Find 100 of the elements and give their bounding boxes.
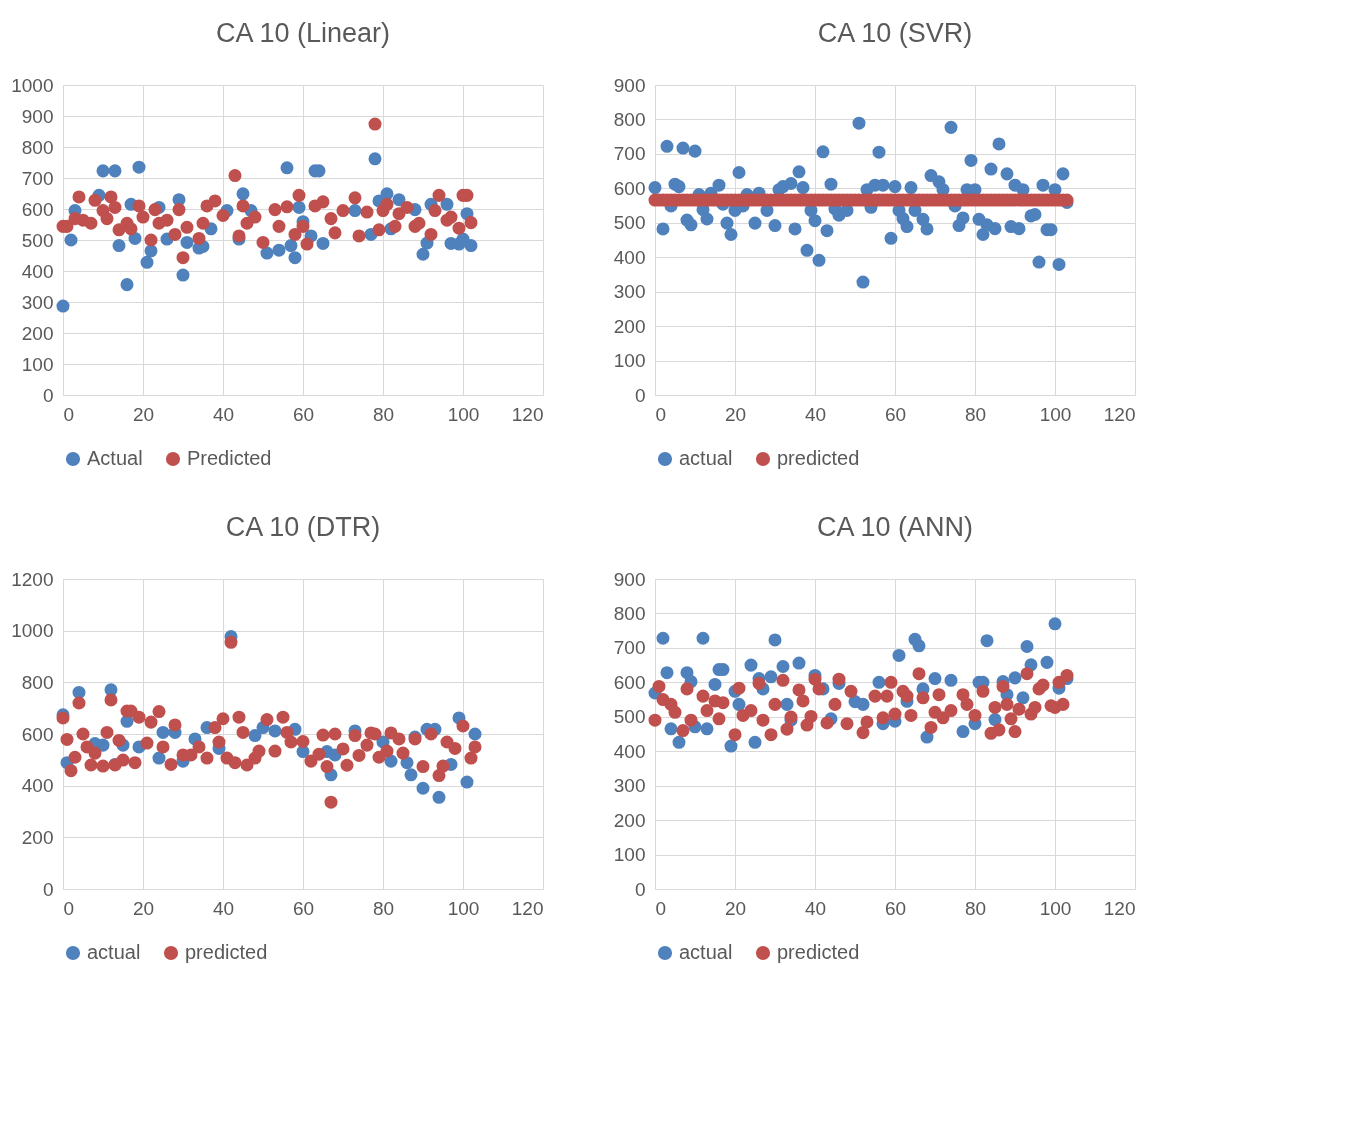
y-tick-label: 300 [21, 291, 54, 313]
point [1040, 655, 1054, 669]
y-tick-label: 500 [613, 212, 646, 234]
point [392, 193, 406, 207]
legend-label: actual [87, 941, 141, 963]
y-tick-label: 300 [613, 281, 646, 303]
legend-label: Predicted [187, 447, 272, 469]
point [140, 255, 154, 269]
y-tick-label: 800 [613, 108, 646, 130]
x-tick-label: 40 [804, 897, 827, 919]
x-tick-label: 20 [724, 897, 747, 919]
point [404, 768, 418, 782]
y-tick-label: 200 [613, 315, 646, 337]
y-tick-label: 900 [21, 105, 54, 127]
point [724, 739, 738, 753]
x-tick-label: 40 [804, 403, 827, 425]
point [156, 725, 170, 739]
x-tick-label: 60 [292, 897, 315, 919]
x-tick-label: 100 [1039, 403, 1072, 425]
x-tick-label: 60 [884, 403, 907, 425]
y-tick-label: 100 [613, 350, 646, 372]
point [248, 729, 262, 743]
x-tick-label: 20 [724, 403, 747, 425]
point [416, 781, 430, 795]
point [316, 236, 330, 250]
point [660, 666, 674, 680]
point [416, 247, 430, 261]
legend-label: actual [679, 941, 733, 963]
point [732, 697, 746, 711]
y-tick-label: 0 [634, 384, 646, 406]
point [292, 200, 306, 214]
point [108, 164, 122, 178]
y-tick-label: 200 [21, 322, 54, 344]
x-tick-label: 120 [511, 897, 544, 919]
point [468, 727, 482, 741]
y-tick-label: 600 [21, 723, 54, 745]
y-tick-label: 0 [42, 878, 54, 900]
point [460, 775, 474, 789]
y-tick-label: 600 [613, 671, 646, 693]
point [928, 672, 942, 686]
point [1048, 617, 1062, 631]
y-tick-label: 700 [613, 143, 646, 165]
x-tick-label: 0 [655, 403, 667, 425]
y-tick-label: 0 [42, 384, 54, 406]
y-tick-label: 0 [634, 878, 646, 900]
y-tick-label: 900 [613, 568, 646, 590]
chart-title: CA 10 (SVR) [817, 18, 973, 48]
x-tick-label: 100 [447, 403, 480, 425]
point [272, 243, 286, 257]
x-tick-label: 120 [511, 403, 544, 425]
x-tick-label: 80 [372, 403, 395, 425]
x-tick-label: 40 [212, 403, 235, 425]
legend-label: actual [679, 447, 733, 469]
point [268, 724, 282, 738]
point [96, 164, 110, 178]
point [132, 160, 146, 174]
y-tick-label: 100 [21, 353, 54, 375]
point [56, 299, 70, 313]
point [440, 197, 454, 211]
point [112, 239, 126, 253]
point [792, 656, 806, 670]
y-tick-label: 300 [613, 775, 646, 797]
y-tick-label: 400 [21, 775, 54, 797]
y-tick-label: 700 [613, 637, 646, 659]
x-tick-label: 0 [63, 897, 75, 919]
y-tick-label: 500 [21, 229, 54, 251]
point [980, 634, 994, 648]
x-tick-label: 100 [1039, 897, 1072, 919]
x-tick-label: 80 [964, 403, 987, 425]
point [288, 251, 302, 265]
y-tick-label: 1000 [11, 74, 54, 96]
point [72, 685, 86, 699]
point [284, 239, 298, 253]
point [708, 677, 722, 691]
y-tick-label: 100 [613, 844, 646, 866]
y-tick-label: 400 [613, 246, 646, 268]
x-tick-label: 20 [132, 897, 155, 919]
point [748, 735, 762, 749]
point [236, 187, 250, 201]
point [912, 639, 926, 653]
x-tick-label: 120 [1103, 403, 1136, 425]
point [1008, 671, 1022, 685]
point [672, 735, 686, 749]
point [348, 204, 362, 218]
point [664, 722, 678, 736]
point [764, 670, 778, 684]
point [432, 790, 446, 804]
x-tick-label: 60 [292, 403, 315, 425]
point [696, 631, 710, 645]
x-tick-label: 80 [372, 897, 395, 919]
chart-title: CA 10 (DTR) [225, 512, 381, 542]
point [780, 697, 794, 711]
y-tick-label: 400 [21, 260, 54, 282]
chart-title: CA 10 (Linear) [215, 18, 391, 48]
point [64, 233, 78, 247]
y-tick-label: 500 [613, 706, 646, 728]
point [1020, 640, 1034, 654]
point [280, 161, 294, 175]
y-tick-label: 800 [21, 136, 54, 158]
legend-label: predicted [777, 941, 860, 963]
